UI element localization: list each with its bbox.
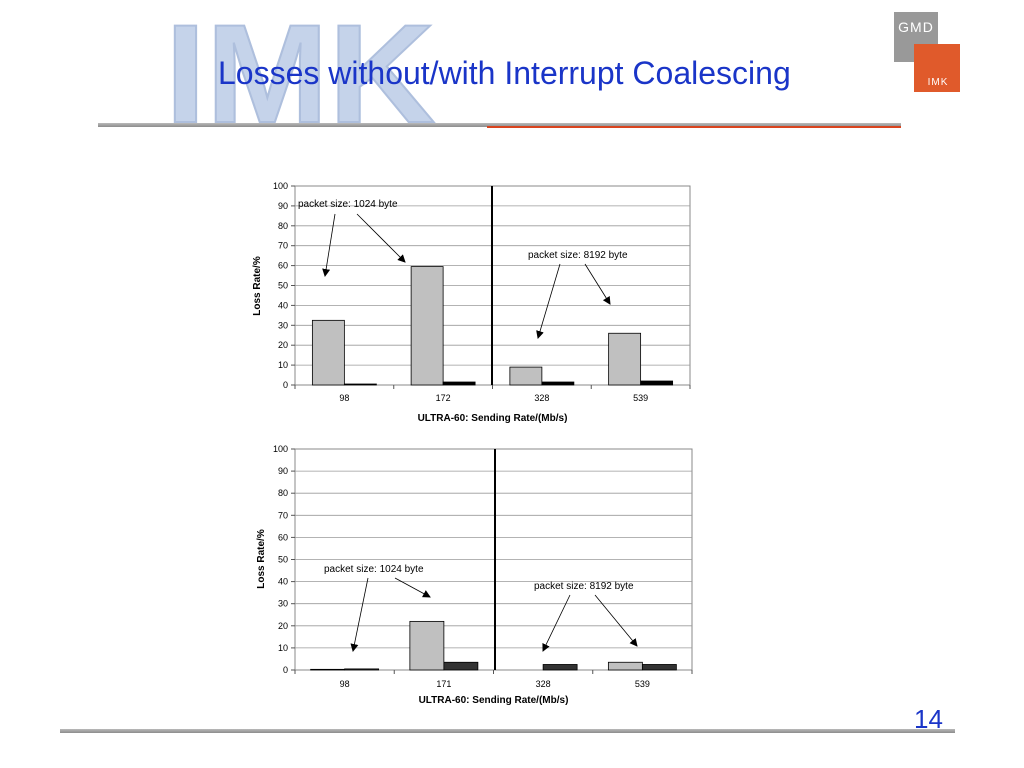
annotation-arrow <box>394 577 431 598</box>
y-tick-label: 10 <box>278 360 288 370</box>
y-tick-label: 20 <box>278 340 288 350</box>
footer-divider <box>60 729 955 733</box>
x-tick-label: 539 <box>633 393 648 403</box>
y-tick-label: 0 <box>283 380 288 390</box>
y-tick-label: 50 <box>278 555 288 565</box>
loss-chart-without-coalescing: 0 10 20 30 40 50 60 70 80 90 100 98 172 328 539 Loss Ra… <box>252 181 691 424</box>
y-tick-label: 40 <box>278 577 288 587</box>
annotation-arrow <box>536 263 561 339</box>
bar-second-172 <box>442 381 476 386</box>
bar-second-171 <box>443 661 479 671</box>
x-tick-label: 171 <box>436 679 451 689</box>
y-tick-label: 100 <box>273 444 288 454</box>
y-tick-label: 90 <box>278 201 288 211</box>
annotation-arrow <box>322 213 336 277</box>
imk-logo-text: IMK <box>928 77 949 88</box>
y-tick-label: 0 <box>283 665 288 675</box>
slide-title: Losses without/with Interrupt Coalescing <box>218 55 791 91</box>
x-tick-label: 172 <box>436 393 451 403</box>
gmd-imk-logo: GMD IMK <box>894 12 960 92</box>
y-axis-label: Loss Rate/% <box>252 256 263 316</box>
bar-without-98 <box>311 319 345 386</box>
bar-without-328 <box>509 366 543 386</box>
imk-watermark-text: IMK <box>165 10 435 128</box>
y-tick-label: 70 <box>278 241 288 251</box>
y-tick-label: 50 <box>278 281 288 291</box>
bar-without-172 <box>410 266 444 386</box>
y-tick-label: 40 <box>278 300 288 310</box>
x-tick-label: 539 <box>635 679 650 689</box>
bar-without-539 <box>608 332 642 386</box>
bar-without-98 <box>310 668 346 671</box>
x-tick-label: 98 <box>339 393 349 403</box>
y-tick-label: 100 <box>273 181 288 191</box>
annotation-label: packet size: 8192 byte <box>528 250 628 261</box>
y-tick-label: 20 <box>278 621 288 631</box>
bar-second-328 <box>541 381 575 386</box>
bar-second-98 <box>343 383 377 386</box>
y-tick-label: 80 <box>278 221 288 231</box>
bar-second-539 <box>641 664 677 671</box>
bar-without-539 <box>607 661 643 671</box>
x-tick-label: 98 <box>340 679 350 689</box>
imk-watermark-logo: IMK <box>164 10 436 128</box>
y-tick-label: 60 <box>278 532 288 542</box>
bar-second-98 <box>344 668 380 671</box>
y-tick-label: 30 <box>278 599 288 609</box>
annotation-arrow <box>584 263 611 305</box>
y-tick-label: 80 <box>278 488 288 498</box>
x-tick-label: 328 <box>534 393 549 403</box>
annotation-arrow <box>594 594 638 647</box>
bar-second-328 <box>542 664 578 671</box>
x-axis-label: ULTRA-60: Sending Rate/(Mb/s) <box>419 695 569 706</box>
annotation-label: packet size: 1024 byte <box>324 564 424 575</box>
y-tick-label: 60 <box>278 261 288 271</box>
y-tick-label: 70 <box>278 510 288 520</box>
annotation-arrow <box>350 577 369 652</box>
y-tick-label: 90 <box>278 466 288 476</box>
annotation-label: packet size: 8192 byte <box>534 581 634 592</box>
loss-chart-with-coalescing: 0 10 20 30 40 50 60 70 80 90 100 98 171 328 539 Loss Ra… <box>256 444 693 706</box>
y-tick-label: 10 <box>278 643 288 653</box>
header-divider <box>98 123 901 127</box>
gmd-logo-text: GMD <box>898 19 934 35</box>
header-accent-line <box>487 126 901 128</box>
page-number: 14 <box>914 704 943 734</box>
y-axis-label: Loss Rate/% <box>256 529 267 589</box>
bar-without-171 <box>409 620 445 671</box>
annotation-label: packet size: 1024 byte <box>298 199 398 210</box>
y-tick-label: 30 <box>278 320 288 330</box>
x-axis-label: ULTRA-60: Sending Rate/(Mb/s) <box>418 413 568 424</box>
annotation-arrow <box>356 213 406 263</box>
annotation-arrow <box>542 594 571 652</box>
x-tick-label: 328 <box>536 679 551 689</box>
imk-red-square <box>914 44 960 92</box>
bar-second-539 <box>640 380 674 386</box>
